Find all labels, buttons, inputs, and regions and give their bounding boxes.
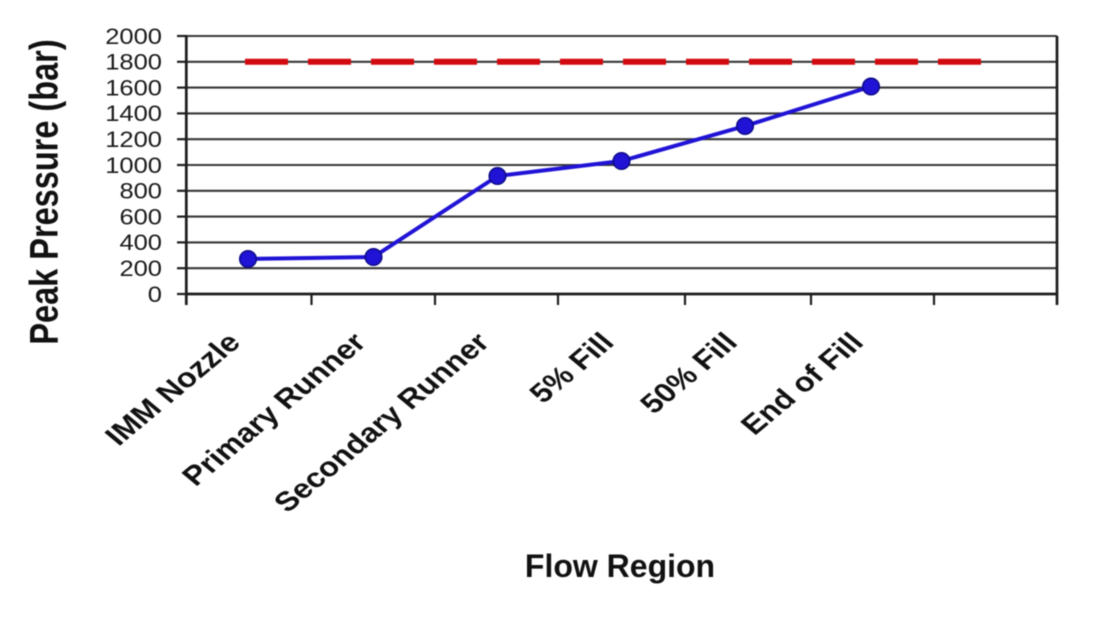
svg-text:1000: 1000 (105, 153, 162, 178)
svg-text:1200: 1200 (105, 128, 162, 153)
svg-text:1600: 1600 (105, 76, 162, 101)
svg-text:50% Fill: 50% Fill (634, 327, 745, 419)
svg-text:800: 800 (119, 179, 162, 204)
svg-text:200: 200 (119, 257, 162, 282)
svg-text:0: 0 (148, 282, 162, 307)
svg-text:Flow Region: Flow Region (525, 548, 715, 584)
svg-text:End of Fill: End of Fill (734, 327, 870, 440)
svg-text:1400: 1400 (105, 102, 162, 127)
svg-text:1800: 1800 (105, 50, 162, 75)
svg-text:2000: 2000 (105, 24, 162, 49)
svg-text:Secondary Runner: Secondary Runner (267, 327, 496, 518)
svg-text:5% Fill: 5% Fill (523, 327, 621, 409)
svg-text:600: 600 (119, 205, 162, 230)
svg-text:Peak Pressure (bar): Peak Pressure (bar) (22, 39, 67, 344)
svg-text:400: 400 (119, 231, 162, 256)
